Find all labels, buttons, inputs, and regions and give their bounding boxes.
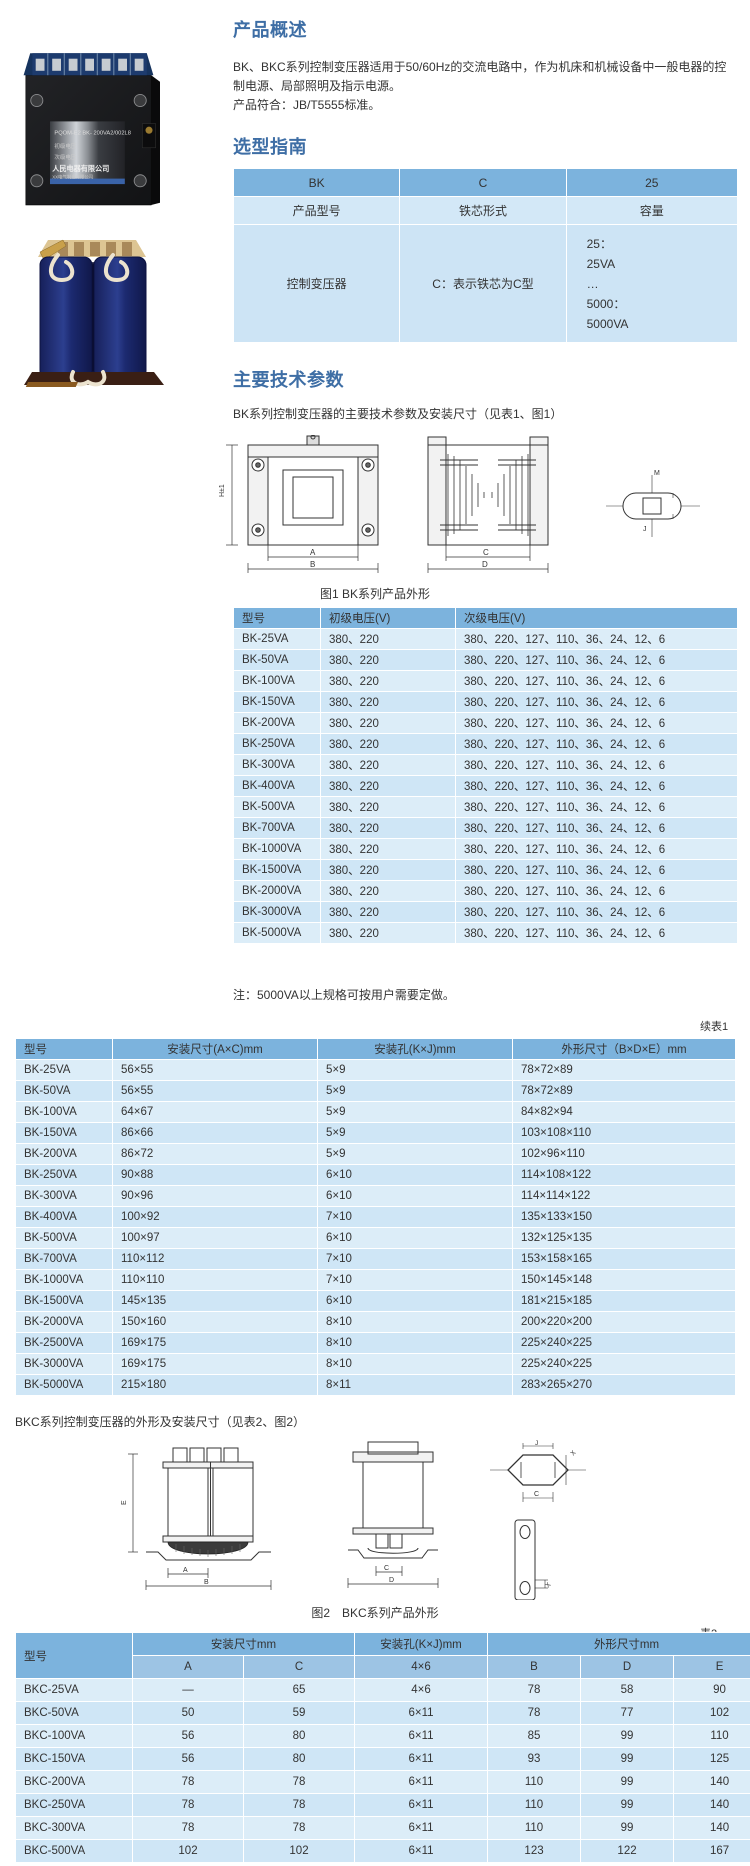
svg-text:次级电压:: 次级电压:: [54, 153, 78, 161]
svg-text:J: J: [535, 1440, 538, 1447]
svg-text:PQOM-E2 BK- 200VA2/002L8: PQOM-E2 BK- 200VA2/002L8: [54, 131, 131, 137]
svg-text:A: A: [310, 548, 316, 557]
svg-text:初级电压:: 初级电压:: [54, 142, 78, 150]
svg-text:E: E: [121, 1500, 128, 1505]
svg-text:C: C: [384, 1565, 389, 1572]
svg-text:人民电器有限公司: 人民电器有限公司: [51, 164, 109, 173]
svg-text:D: D: [389, 1577, 394, 1584]
svg-text:X: X: [569, 1449, 577, 1457]
svg-text:J: J: [643, 526, 647, 533]
svg-text:A: A: [183, 1567, 188, 1574]
svg-text:XX电气制造有限公司: XX电气制造有限公司: [52, 174, 93, 181]
svg-text:B: B: [310, 560, 315, 569]
svg-text:C: C: [534, 1491, 539, 1498]
svg-text:D: D: [482, 560, 488, 569]
svg-text:H±1: H±1: [219, 484, 226, 497]
svg-text:C: C: [483, 548, 489, 557]
svg-text:B: B: [204, 1579, 209, 1586]
svg-text:M: M: [654, 470, 660, 477]
